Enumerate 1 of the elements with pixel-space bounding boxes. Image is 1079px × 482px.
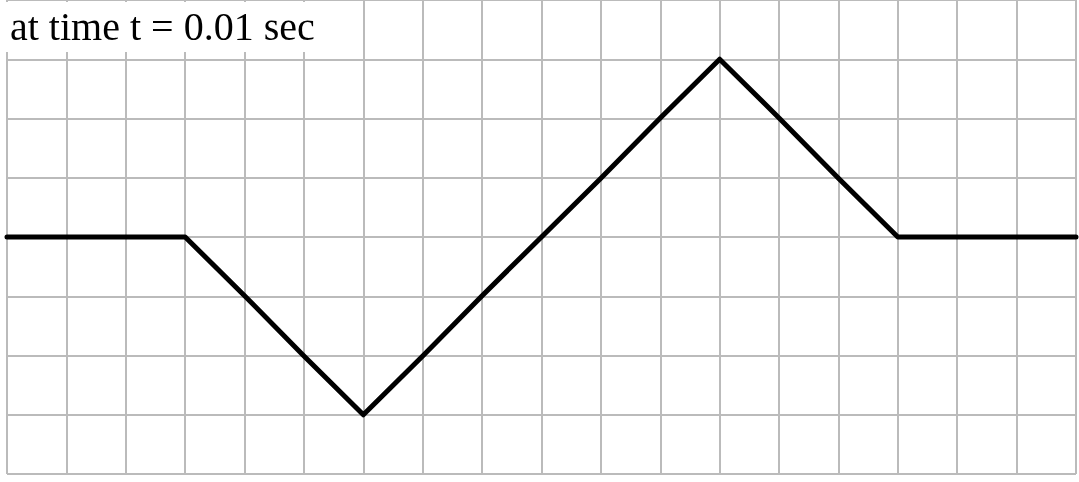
text: at time t = 0.01 sec — [10, 3, 315, 49]
